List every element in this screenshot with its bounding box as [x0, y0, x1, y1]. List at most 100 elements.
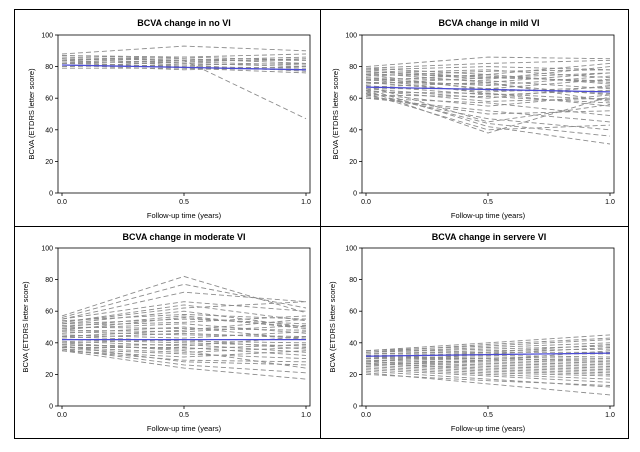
series-line-14	[61, 55, 307, 61]
series-line-14	[365, 359, 611, 367]
series-line-33	[61, 317, 307, 331]
x-axis-label: Follow-up time (years)	[451, 424, 526, 433]
y-tick-label: 20	[45, 159, 53, 166]
series-layer	[365, 56, 611, 145]
series-line-21	[365, 89, 611, 102]
y-tick-label: 80	[45, 64, 53, 71]
y-tick-label: 40	[349, 127, 357, 134]
y-tick-label: 100	[41, 246, 53, 253]
series-line-6	[365, 69, 611, 79]
x-tick-label: 0.0	[361, 199, 371, 206]
y-axis-label: BCVA (ETDRS letter score)	[328, 281, 337, 373]
series-line-19	[365, 364, 611, 375]
mean-layer	[61, 64, 307, 71]
x-tick-label: 0.0	[361, 412, 371, 419]
series-line-21	[61, 343, 307, 350]
y-tick-label: 80	[349, 64, 357, 71]
series-line-28	[365, 347, 611, 363]
series-line-11	[61, 323, 307, 334]
chart-title: BCVA change in no VI	[137, 18, 231, 28]
series-line-36	[365, 69, 611, 79]
x-axis-label: Follow-up time (years)	[451, 211, 526, 220]
series-line-26	[365, 97, 611, 117]
series-line-12	[61, 324, 307, 333]
series-line-28	[61, 345, 307, 366]
series-line-32	[365, 93, 611, 131]
series-line-1	[365, 56, 611, 68]
series-line-13	[61, 331, 307, 337]
x-axis-ticks: 0.0 0.5 1.0	[361, 406, 615, 419]
y-tick-label: 100	[41, 33, 53, 40]
series-layer	[61, 275, 307, 380]
x-tick-label: 1.0	[301, 199, 311, 206]
series-line-17	[61, 332, 307, 339]
y-tick-label: 60	[45, 309, 53, 316]
series-line-15	[61, 61, 307, 68]
series-line-18	[61, 339, 307, 347]
series-line-2	[365, 59, 611, 69]
series-line-4	[61, 301, 307, 320]
y-tick-label: 20	[349, 159, 357, 166]
series-line-31	[61, 342, 307, 369]
series-line-30	[61, 350, 307, 380]
series-line-29	[365, 91, 611, 137]
series-line-29	[365, 337, 611, 353]
series-line-31	[365, 89, 611, 134]
y-axis-ticks: 0 20 40 60 80 100	[41, 246, 58, 411]
series-line-16	[61, 61, 307, 74]
mean-line	[365, 86, 611, 93]
series-line-22	[365, 369, 611, 383]
y-axis-label: BCVA (ETDRS letter score)	[27, 68, 36, 160]
series-line-23	[365, 370, 611, 388]
y-axis-label: BCVA (ETDRS letter score)	[21, 281, 30, 373]
series-line-26	[61, 350, 307, 358]
series-line-13	[365, 359, 611, 366]
series-line-11	[366, 358, 611, 363]
series-line-29	[61, 348, 307, 374]
y-tick-label: 60	[45, 96, 53, 103]
series-line-20	[366, 88, 611, 94]
y-tick-label: 0	[49, 191, 53, 198]
series-line-3	[365, 342, 611, 353]
series-line-6	[61, 301, 307, 323]
series-line-3	[61, 291, 307, 320]
y-axis-ticks: 0 20 40 60 80 100	[345, 33, 362, 198]
series-line-30	[365, 88, 611, 145]
series-line-28	[365, 94, 611, 131]
series-line-25	[365, 373, 611, 386]
series-line-34	[365, 78, 611, 101]
series-line-27	[61, 350, 307, 363]
y-tick-label: 60	[349, 96, 357, 103]
chart-title: BCVA change in mild VI	[438, 18, 539, 28]
y-tick-label: 80	[45, 277, 53, 284]
series-line-16	[61, 336, 307, 344]
x-axis-ticks: 0.0 0.5 1.0	[57, 406, 311, 419]
series-line-9	[366, 356, 611, 360]
series-line-9	[61, 315, 307, 326]
series-line-2	[61, 55, 307, 64]
mean-layer	[365, 352, 611, 357]
series-line-8	[365, 74, 611, 83]
series-line-1	[61, 45, 307, 55]
chart-title: BCVA change in servere VI	[432, 232, 547, 242]
series-line-7	[61, 318, 307, 325]
series-line-20	[365, 366, 611, 377]
series-line-19	[365, 85, 611, 99]
y-tick-label: 60	[349, 309, 357, 316]
series-line-14	[61, 326, 307, 341]
y-tick-label: 80	[349, 277, 357, 284]
y-tick-label: 100	[345, 246, 357, 253]
mean-layer	[365, 86, 611, 93]
series-line-18	[365, 362, 611, 374]
y-tick-label: 0	[353, 191, 357, 198]
series-line-8	[61, 310, 307, 328]
panel-no-vi: BCVA change in no VI 0 20 40 60 80 100 0.0 0.5…	[27, 18, 311, 220]
series-line-35	[61, 315, 307, 330]
y-axis-ticks: 0 20 40 60 80 100	[345, 246, 362, 411]
x-tick-label: 1.0	[301, 412, 311, 419]
x-tick-label: 0.5	[483, 199, 493, 206]
y-axis-label: BCVA (ETDRS letter score)	[331, 68, 340, 160]
x-axis-ticks: 0.0 0.5 1.0	[361, 193, 615, 206]
